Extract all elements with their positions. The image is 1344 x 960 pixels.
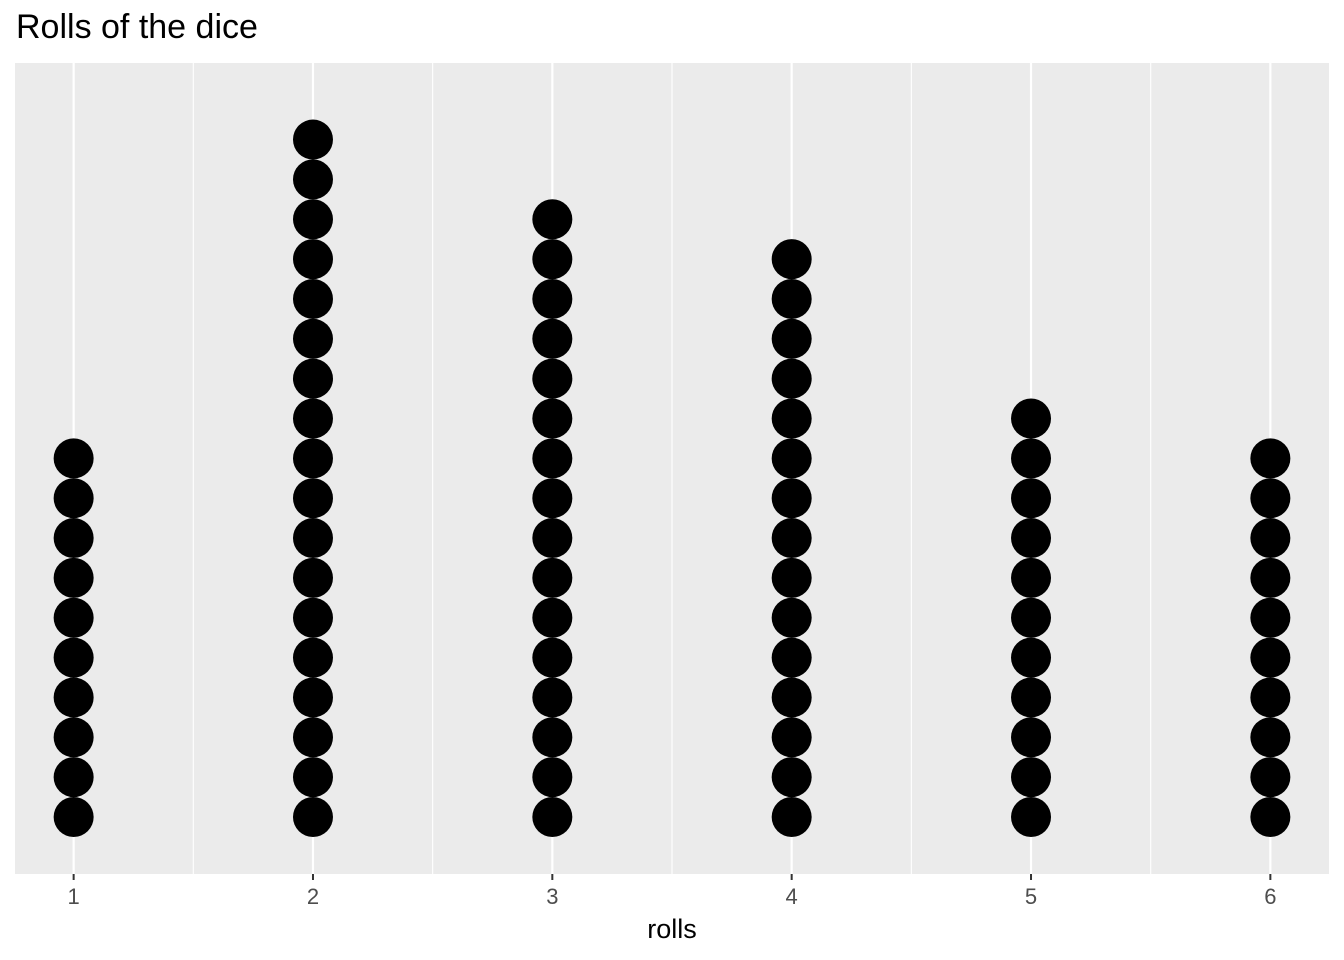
dot-point — [532, 278, 573, 319]
dot-point — [771, 757, 812, 798]
dot-point — [532, 637, 573, 678]
dot-point — [532, 797, 573, 837]
dot-point — [292, 478, 333, 519]
dot-point — [1011, 597, 1052, 638]
dot-point — [292, 717, 333, 758]
dot-point — [292, 239, 333, 280]
dot-point — [532, 239, 573, 280]
x-tick-label: 2 — [307, 884, 319, 909]
dot-point — [1011, 398, 1052, 439]
dot-point — [771, 677, 812, 718]
dot-point — [53, 637, 94, 678]
dot-point — [1011, 438, 1052, 479]
dot-point — [771, 637, 812, 678]
dot-point — [1011, 797, 1052, 837]
dot-point — [292, 119, 333, 160]
dot-point — [771, 478, 812, 519]
dot-point — [532, 717, 573, 758]
dot-point — [53, 757, 94, 798]
dot-point — [532, 597, 573, 638]
dot-point — [1250, 637, 1291, 678]
dot-point — [292, 438, 333, 479]
dot-point — [771, 239, 812, 280]
dot-point — [532, 358, 573, 399]
dot-point — [53, 797, 94, 837]
x-tick-label: 1 — [68, 884, 80, 909]
dot-point — [771, 717, 812, 758]
dot-point — [53, 717, 94, 758]
dot-point — [1250, 677, 1291, 718]
x-tick-label: 6 — [1264, 884, 1276, 909]
dot-point — [1250, 557, 1291, 598]
dot-point — [53, 518, 94, 559]
dot-point — [292, 318, 333, 359]
dot-point — [292, 518, 333, 559]
dot-point — [1250, 438, 1291, 479]
dot-point — [771, 318, 812, 359]
dot-point — [53, 438, 94, 479]
dot-point — [771, 557, 812, 598]
dot-point — [532, 478, 573, 519]
dot-point — [292, 557, 333, 598]
dot-point — [771, 398, 812, 439]
dot-point — [532, 438, 573, 479]
dot-point — [1011, 637, 1052, 678]
dot-point — [1250, 518, 1291, 559]
dot-point — [1011, 518, 1052, 559]
x-axis-title: rolls — [647, 914, 697, 944]
dot-point — [292, 597, 333, 638]
dot-point — [1011, 717, 1052, 758]
dot-point — [771, 597, 812, 638]
dot-point — [292, 358, 333, 399]
dot-point — [1250, 797, 1291, 837]
x-axis-tick-labels: 1 2 3 4 5 6 — [68, 884, 1277, 909]
x-tick-label: 3 — [546, 884, 558, 909]
chart-title: Rolls of the dice — [16, 8, 258, 46]
dot-point — [292, 677, 333, 718]
dot-point — [771, 797, 812, 837]
dot-point — [292, 278, 333, 319]
dot-point — [1011, 757, 1052, 798]
dot-point — [292, 398, 333, 439]
dot-point — [1250, 597, 1291, 638]
dot-point — [1011, 557, 1052, 598]
dot-point — [532, 677, 573, 718]
dots-layer — [53, 119, 1291, 837]
dot-point — [292, 797, 333, 837]
dot-point — [292, 159, 333, 200]
dot-point — [532, 398, 573, 439]
dot-point — [292, 199, 333, 240]
minor-gridlines — [192, 63, 1152, 874]
dot-point — [53, 557, 94, 598]
x-tick-label: 4 — [786, 884, 798, 909]
dot-point — [53, 597, 94, 638]
dot-point — [532, 557, 573, 598]
dot-point — [532, 199, 573, 240]
dot-point — [532, 757, 573, 798]
dot-point — [1011, 478, 1052, 519]
dot-point — [1250, 478, 1291, 519]
dot-point — [53, 677, 94, 718]
dot-point — [532, 318, 573, 359]
dot-point — [53, 478, 94, 519]
dot-point — [771, 518, 812, 559]
dot-point — [292, 757, 333, 798]
dot-point — [292, 637, 333, 678]
dot-point — [771, 278, 812, 319]
dot-point — [1011, 677, 1052, 718]
dot-point — [771, 358, 812, 399]
x-tick-label: 5 — [1025, 884, 1037, 909]
dot-point — [532, 518, 573, 559]
x-axis-ticks — [72, 874, 1272, 880]
dot-point — [1250, 717, 1291, 758]
dot-point — [771, 438, 812, 479]
dot-point — [1250, 757, 1291, 798]
